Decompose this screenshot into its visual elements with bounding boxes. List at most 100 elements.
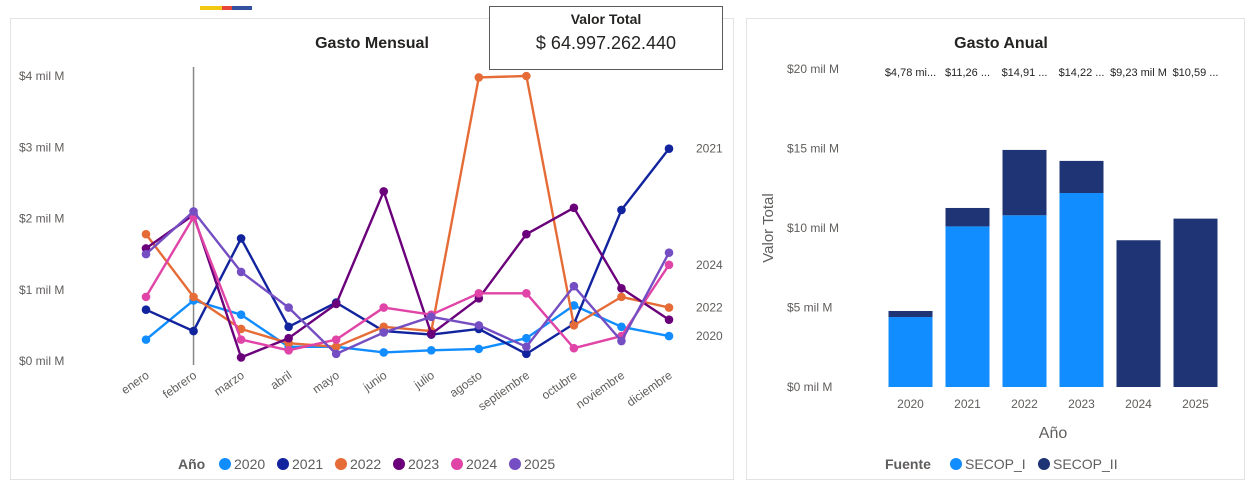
legend-marker-SECOP_I — [950, 458, 962, 470]
data-point-2023 — [522, 229, 531, 239]
data-point-2021 — [236, 234, 246, 243]
data-point-2023 — [331, 299, 341, 309]
data-point-2025 — [426, 312, 436, 322]
legend-item-2025: 2025 — [524, 456, 555, 472]
x-tick-label: octubre — [539, 368, 580, 403]
data-point-2023 — [379, 187, 389, 196]
chart-title: Gasto Mensual — [315, 35, 429, 52]
legend-title: Fuente — [885, 456, 931, 472]
data-point-2025 — [617, 336, 626, 346]
chart-title: Gasto Anual — [954, 35, 1048, 52]
y-tick-label: $4 mil M — [19, 69, 64, 83]
legend-item-2023: 2023 — [408, 456, 439, 472]
x-axis-title: Año — [1039, 425, 1068, 442]
series-line-2025 — [145, 210, 671, 356]
data-point-2024 — [331, 335, 341, 344]
legend-marker-2020 — [219, 458, 231, 470]
data-point-2021 — [189, 326, 198, 336]
legend-marker-SECOP_II — [1038, 458, 1050, 470]
y-tick-label: $2 mil M — [19, 212, 64, 226]
data-point-2024 — [284, 346, 293, 355]
data-point-2022 — [189, 292, 198, 302]
data-point-2021 — [284, 322, 293, 332]
data-point-2020 — [474, 344, 484, 354]
data-point-2024 — [522, 289, 531, 298]
bar-segment-SECOP_II — [1173, 218, 1218, 387]
bar-total-label: $4,78 mi... — [885, 67, 936, 79]
data-point-2021 — [141, 305, 151, 315]
data-point-2025 — [189, 207, 198, 216]
x-tick-label: 2021 — [954, 397, 981, 411]
legend-marker-2024 — [451, 458, 463, 470]
data-point-2024 — [474, 289, 484, 298]
kpi-label: Valor Total — [570, 11, 642, 27]
data-point-2025 — [236, 267, 246, 277]
bar-total-label: $10,59 ... — [1173, 67, 1219, 79]
x-tick-label: marzo — [211, 368, 247, 399]
data-point-2021 — [522, 349, 531, 359]
y-tick-label: $1 mil M — [19, 283, 64, 297]
bar-total-label: $11,26 ... — [945, 67, 990, 79]
data-point-2025 — [331, 349, 341, 359]
x-tick-label: junio — [360, 368, 390, 395]
legend-item-2022: 2022 — [350, 456, 381, 472]
x-tick-label: 2025 — [1182, 397, 1209, 411]
data-point-2022 — [331, 342, 341, 352]
data-point-2021 — [617, 205, 626, 215]
x-tick-label: 2024 — [1125, 397, 1152, 411]
y-axis-title: Valor Total — [760, 193, 777, 263]
bar-total-label: $9,23 mil M — [1110, 67, 1167, 79]
bar-total-label: $14,91 ... — [1002, 67, 1048, 79]
y-tick-label: $0 mil M — [787, 380, 832, 394]
accent-bar — [200, 6, 252, 10]
annual-bar-chart[interactable]: Gasto Anual $0 mil M $5 mil M $10 mil M $15 … — [747, 19, 1244, 479]
legend-marker-2022 — [335, 458, 347, 470]
monthly-line-chart[interactable]: Gasto Mensual $0 mil M $1 mil M $2 mil M $3 … — [11, 19, 733, 479]
data-point-2020 — [617, 322, 626, 332]
legend-item-SECOP_I: SECOP_I — [965, 456, 1026, 472]
data-point-2023 — [284, 333, 293, 343]
x-tick-label: noviembre — [573, 368, 627, 412]
data-point-2020 — [141, 335, 151, 344]
series-end-label: 2020 — [696, 329, 723, 343]
kpi-value: $ 64.997.262.440 — [535, 33, 677, 53]
legend-item-SECOP_II: SECOP_II — [1053, 456, 1118, 472]
x-tick-label: febrero — [160, 368, 199, 401]
data-point-2024 — [141, 292, 151, 302]
legend-item-2021: 2021 — [292, 456, 323, 472]
monthly-chart-panel[interactable]: Gasto Mensual $0 mil M $1 mil M $2 mil M $3 … — [10, 18, 734, 480]
series-line-2020 — [145, 299, 670, 354]
data-point-2020 — [664, 331, 674, 341]
y-tick-label: $3 mil M — [19, 140, 64, 154]
data-point-2024 — [569, 343, 579, 353]
data-point-2020 — [236, 310, 246, 319]
series-line-2023 — [145, 190, 670, 359]
data-point-2025 — [474, 321, 484, 330]
annual-chart-panel[interactable]: Gasto Anual $0 mil M $5 mil M $10 mil M $15 … — [746, 18, 1245, 480]
data-point-2022 — [522, 71, 531, 81]
series-line-2024 — [144, 215, 670, 352]
x-tick-label: 2023 — [1068, 397, 1095, 411]
data-point-2022 — [569, 321, 579, 330]
bar-total-label: $14,22 ... — [1059, 67, 1105, 79]
bar-segment-SECOP_I — [1002, 215, 1047, 387]
data-point-2025 — [522, 342, 531, 352]
x-tick-label: septiembre — [475, 368, 532, 414]
x-tick-label: enero — [119, 368, 152, 397]
legend-item-2020: 2020 — [234, 456, 265, 472]
series-line-2021 — [145, 147, 670, 356]
data-point-2023 — [426, 329, 436, 339]
total-value-card[interactable]: Valor Total $ 64.997.262.440 — [489, 6, 723, 70]
series-end-label: 2022 — [696, 301, 723, 315]
series-end-label: 2021 — [696, 142, 723, 156]
data-point-2022 — [141, 229, 151, 239]
y-tick-label: $5 mil M — [787, 301, 832, 315]
data-point-2025 — [379, 328, 389, 337]
data-point-2022 — [664, 303, 674, 312]
series-end-label: 2024 — [696, 258, 723, 272]
series-line-2022 — [145, 74, 670, 348]
bar-segment-SECOP_II — [1059, 160, 1104, 194]
data-point-2025 — [141, 249, 151, 259]
bar-segment-SECOP_I — [1059, 193, 1104, 387]
legend-marker-2023 — [393, 458, 405, 470]
